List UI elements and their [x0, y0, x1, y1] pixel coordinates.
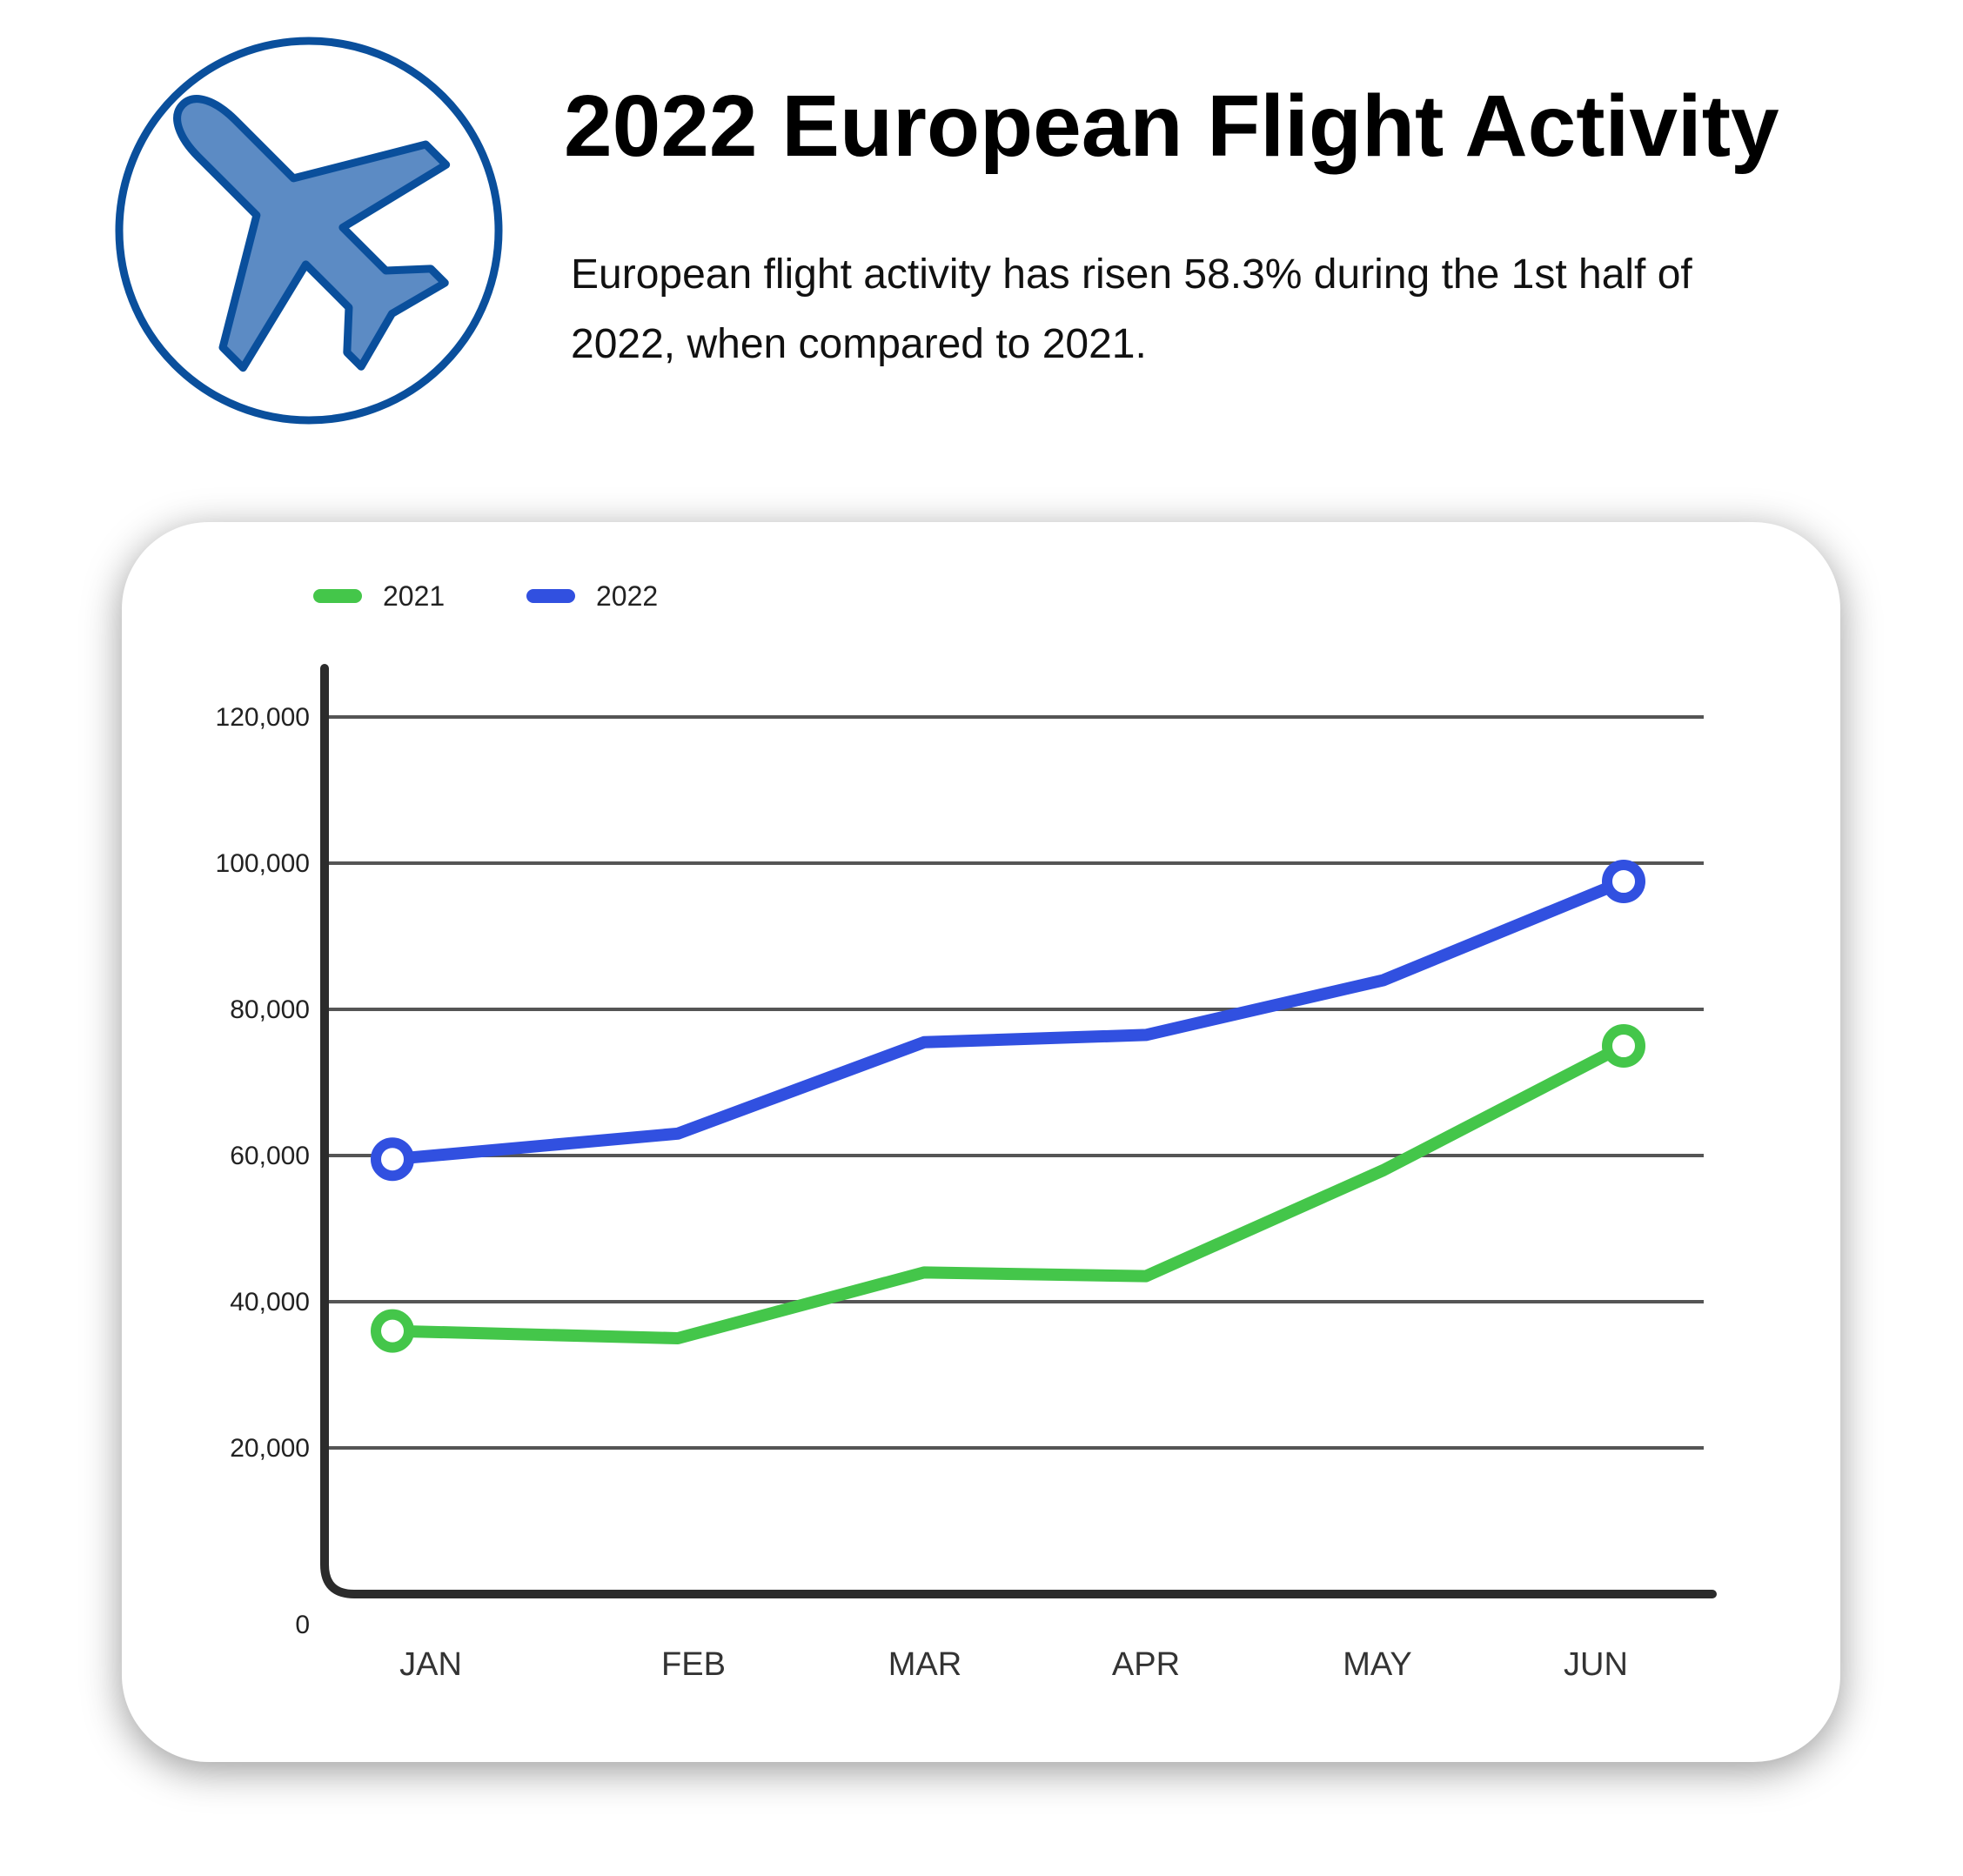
x-tick-label: MAY: [1343, 1646, 1412, 1683]
x-tick-label: JAN: [399, 1646, 462, 1683]
data-point-2022-jun: [1602, 860, 1645, 903]
chart-series: [371, 860, 1645, 1353]
series-line-2021: [386, 1040, 1630, 1344]
x-tick-label: MAR: [888, 1646, 961, 1683]
series-line-2022: [386, 875, 1630, 1166]
legend-item-2021: 2021: [313, 579, 445, 613]
y-tick-label: 120,000: [216, 703, 310, 732]
y-tick-label: 80,000: [230, 995, 310, 1024]
legend-item-2022: 2022: [526, 579, 658, 613]
legend-label-2022: 2022: [596, 580, 659, 612]
y-tick-label: 20,000: [230, 1434, 310, 1463]
page-subtitle: European flight activity has risen 58.3%…: [571, 251, 1692, 367]
page-title: 2022 European Flight Activity: [564, 77, 1779, 175]
data-point-2022-jan: [371, 1137, 414, 1182]
axis-line: [320, 664, 1717, 1598]
gridlines: [327, 715, 1704, 1450]
x-tick-label: APR: [1112, 1646, 1180, 1683]
legend-label-2021: 2021: [383, 580, 446, 612]
y-tick-label: 0: [295, 1611, 310, 1639]
x-tick-label: FEB: [661, 1646, 726, 1683]
chart-axes: [320, 664, 1717, 1598]
y-tick-label: 40,000: [230, 1288, 310, 1317]
x-axis-ticks: JAN FEB MAR APR MAY JUN: [399, 1646, 1628, 1683]
x-tick-label: JUN: [1564, 1646, 1628, 1683]
y-axis-ticks: 0 20,000 40,000 60,000 80,000 100,000 120,000: [216, 703, 310, 1639]
y-tick-label: 100,000: [216, 849, 310, 878]
airplane-icon: [115, 37, 503, 425]
data-point-2021-jan: [371, 1309, 414, 1353]
legend-swatch-2021: [313, 589, 362, 603]
legend-swatch-2022: [526, 589, 575, 603]
chart-card: [122, 522, 1840, 1762]
y-tick-label: 60,000: [230, 1142, 310, 1170]
data-point-2021-jun: [1602, 1024, 1645, 1068]
